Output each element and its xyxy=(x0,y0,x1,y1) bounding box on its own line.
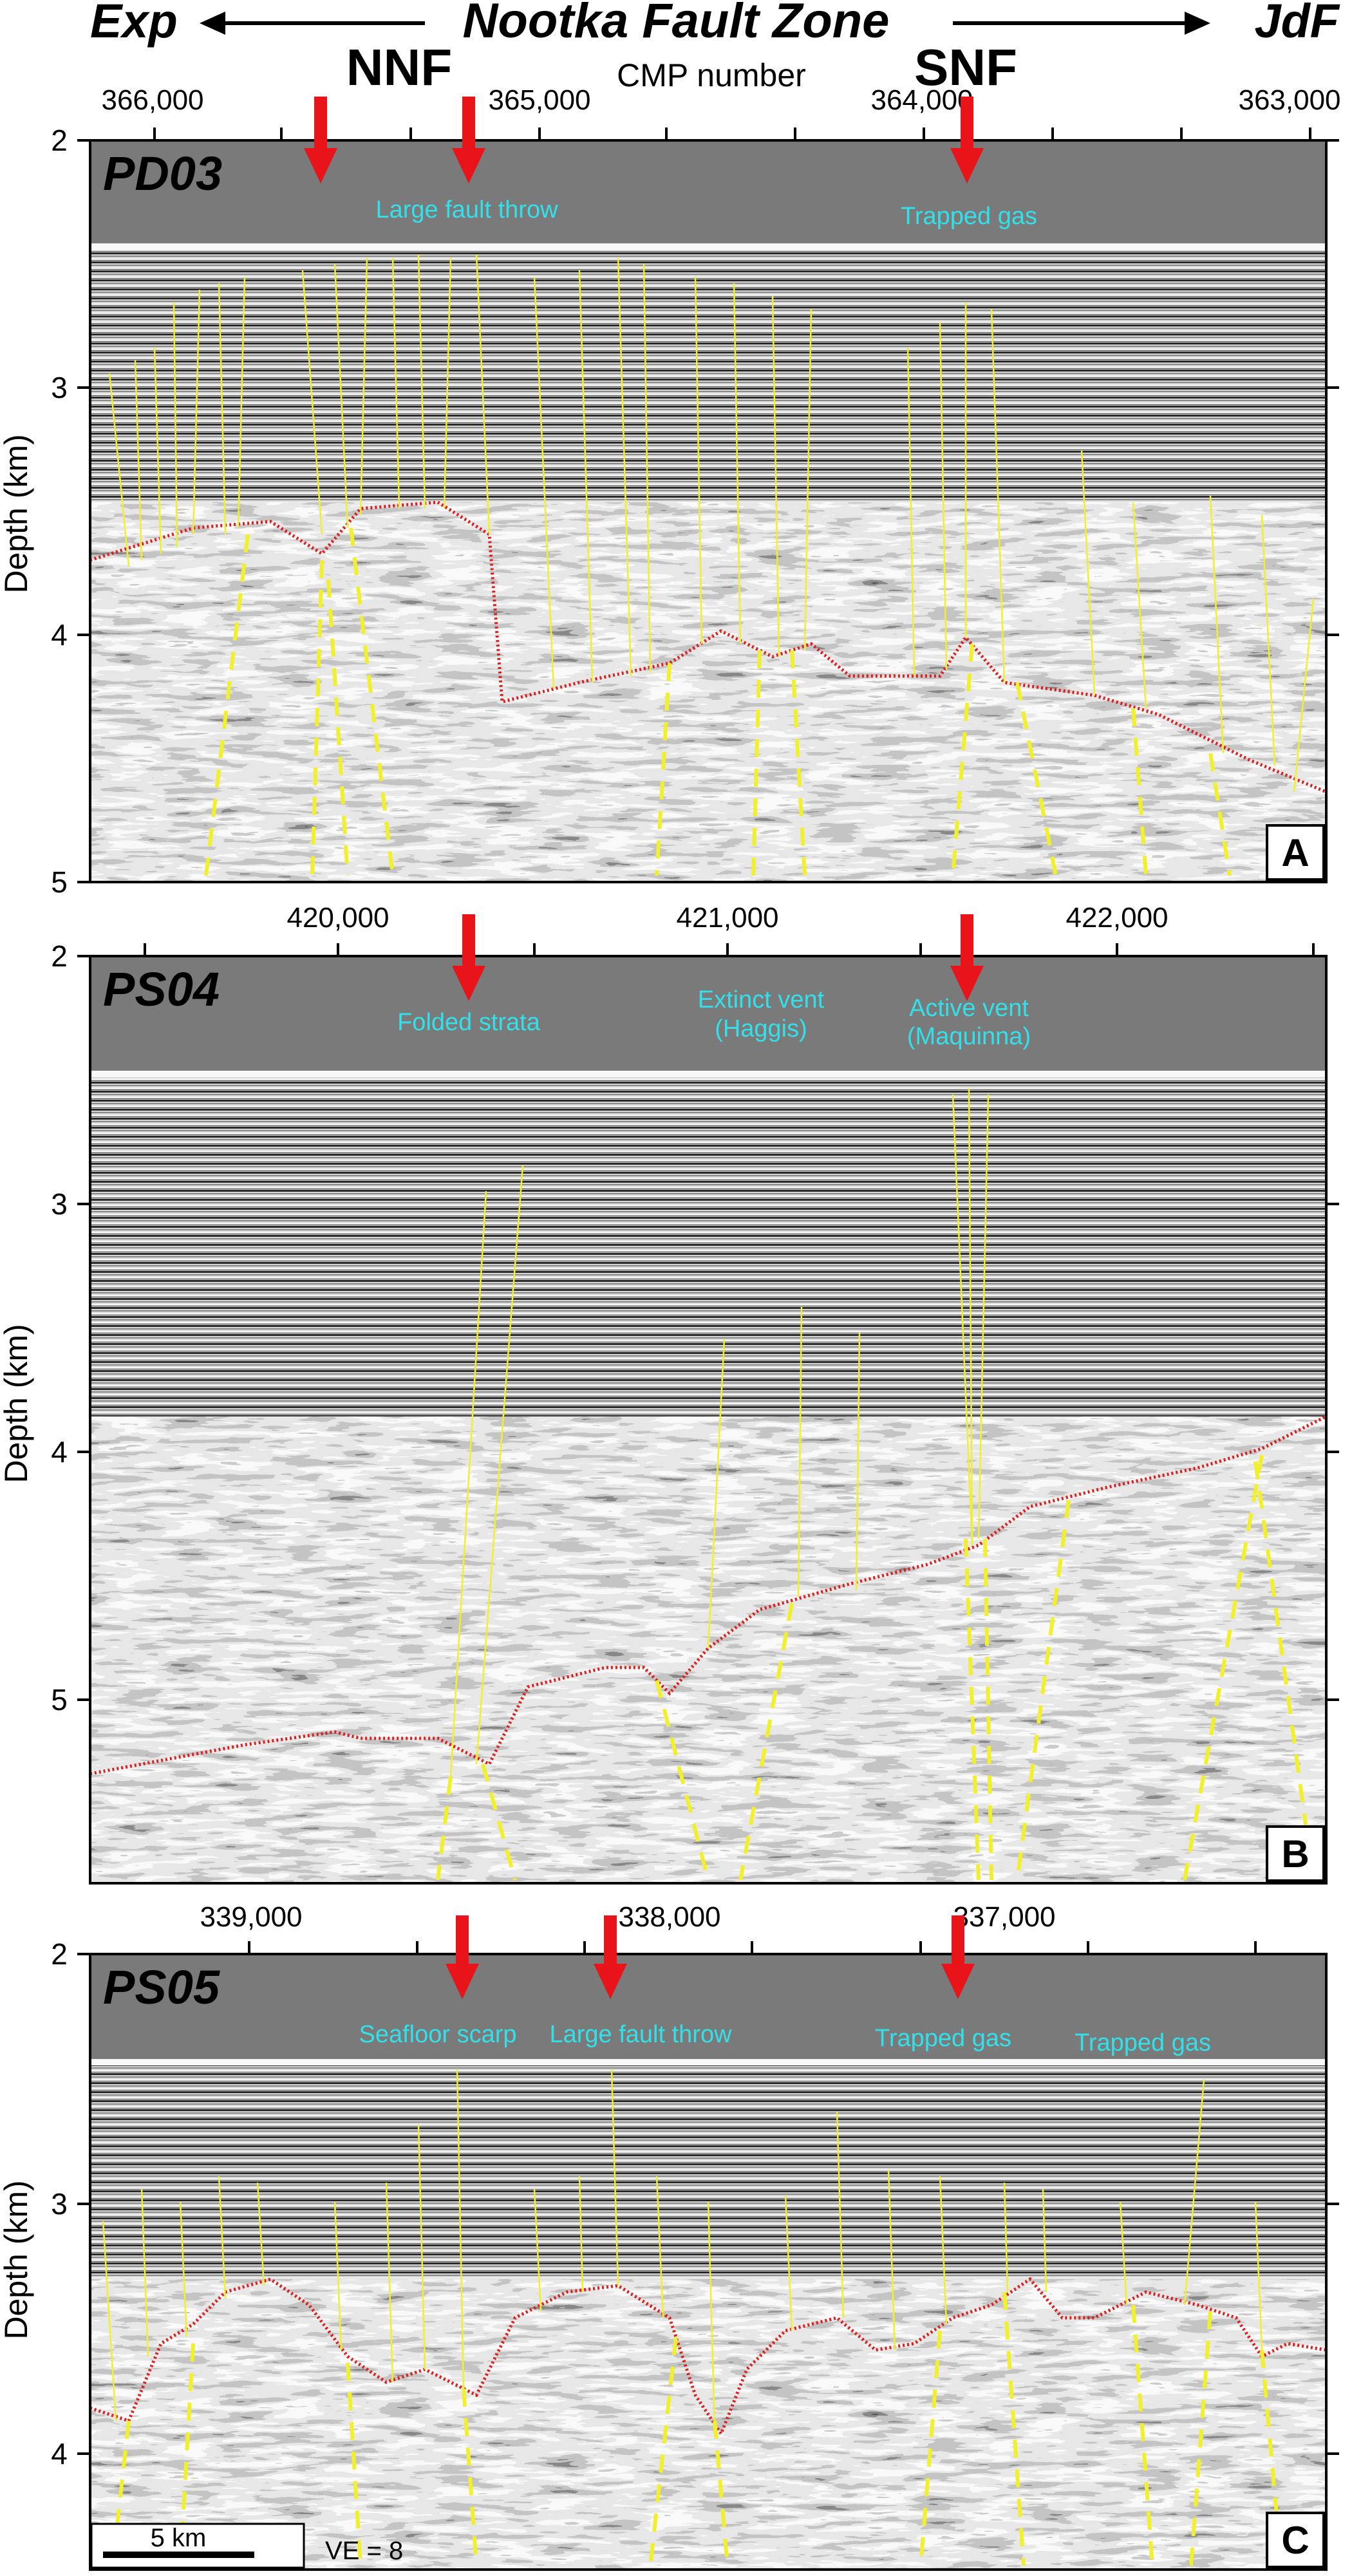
panel-a-basement-texture xyxy=(90,502,1326,882)
depth-tick-label: 3 xyxy=(51,1187,68,1221)
depth-tick-label: 4 xyxy=(51,2437,68,2470)
cmp-number-label: CMP number xyxy=(617,57,806,93)
panel-b: Folded strata Extinct vent (Haggis) Acti… xyxy=(51,902,1339,1885)
jdf-label: JdF xyxy=(1254,0,1340,48)
depth-tick-label: 2 xyxy=(51,1937,68,1971)
annotation-maquinna: (Maquinna) xyxy=(907,1023,1031,1050)
nootka-fault-zone-title: Nootka Fault Zone xyxy=(463,0,890,48)
panel-c-water-column xyxy=(90,1954,1326,2060)
panel-a-red-arrows xyxy=(304,97,984,183)
panel-a-thin-faults xyxy=(108,254,1315,793)
panel-a-seafloor xyxy=(90,243,1326,250)
y-axis-label-a: Depth (km) xyxy=(0,434,34,593)
depth-tick-label: 3 xyxy=(51,2187,68,2221)
scale-bar-label: 5 km xyxy=(151,2524,207,2552)
exp-label: Exp xyxy=(90,0,178,48)
nnf-label: NNF xyxy=(346,39,452,96)
panel-c-red-arrows xyxy=(446,1915,975,1999)
panel-a-letter-box xyxy=(1266,824,1325,881)
panel-c-line-label: PS05 xyxy=(103,1960,221,2014)
annotation-large-fault-throw: Large fault throw xyxy=(375,196,558,223)
cmp-tick-label: 422,000 xyxy=(1066,902,1168,934)
panel-b-water-column xyxy=(90,956,1326,1072)
y-axis-label-b: Depth (km) xyxy=(0,1324,34,1483)
red-arrow-icon xyxy=(446,1915,479,1999)
red-arrow-icon xyxy=(941,1915,975,1999)
panel-b-thin-faults xyxy=(449,1087,990,1778)
annotation-trapped-gas: Trapped gas xyxy=(875,2025,1011,2052)
red-arrow-icon xyxy=(950,97,984,183)
annotation-seafloor-scarp: Seafloor scarp xyxy=(359,2021,516,2048)
annotation-haggis: (Haggis) xyxy=(715,1015,807,1042)
panel-c-letter-box xyxy=(1266,2512,1325,2568)
annotation-trapped-gas: Trapped gas xyxy=(901,203,1037,230)
red-arrow-icon xyxy=(452,914,485,1001)
annotation-trapped-gas: Trapped gas xyxy=(1075,2029,1211,2056)
cmp-tick-label: 365,000 xyxy=(488,84,590,116)
depth-tick-label: 4 xyxy=(51,618,68,652)
panel-b-letter: B xyxy=(1281,1832,1309,1876)
panel-a-cmp-axis xyxy=(153,127,1311,140)
annotation-folded-strata: Folded strata xyxy=(397,1009,541,1036)
cmp-tick-label: 364,000 xyxy=(870,84,973,116)
y-axis-label-c: Depth (km) xyxy=(0,2180,34,2339)
annotation-active-vent: Active vent xyxy=(909,995,1029,1022)
depth-tick-label: 2 xyxy=(51,124,68,157)
cmp-tick-label: 338,000 xyxy=(618,1901,720,1933)
cmp-tick-label: 421,000 xyxy=(676,902,778,934)
panel-b-major-faults xyxy=(436,1454,1315,1881)
panel-b-cmp-axis xyxy=(144,943,1315,956)
panel-c-letter: C xyxy=(1281,2519,1309,2562)
red-arrow-icon xyxy=(304,97,337,183)
cmp-tick-label: 420,000 xyxy=(286,902,389,934)
panel-c-seafloor xyxy=(90,2059,1326,2065)
panel-c-cmp-axis xyxy=(248,1941,1257,1954)
panel-c: Seafloor scarp Large fault throw Trapped… xyxy=(51,1901,1339,2571)
cmp-tick-label: 337,000 xyxy=(953,1901,1055,1933)
right-arrow-head xyxy=(1185,12,1210,35)
panel-a: Large fault throw Trapped gas PD03 A 2 3… xyxy=(51,84,1340,899)
panel-a-major-faults xyxy=(204,527,1232,876)
red-arrow-icon xyxy=(452,97,485,183)
panel-c-basement-horizon xyxy=(89,2277,1327,2438)
annotation-large-fault-throw: Large fault throw xyxy=(549,2021,732,2048)
scale-bar: 5 km VE = 8 xyxy=(90,2523,403,2569)
snf-label: SNF xyxy=(914,39,1017,96)
annotation-extinct-vent: Extinct vent xyxy=(698,986,825,1013)
left-arrow-head xyxy=(200,12,225,35)
red-arrow-icon xyxy=(594,1915,627,1999)
panel-b-seafloor xyxy=(90,1071,1326,1077)
vertical-exaggeration-label: VE = 8 xyxy=(325,2537,403,2565)
red-arrow-icon xyxy=(950,914,984,1001)
cmp-tick-label: 363,000 xyxy=(1238,84,1340,116)
depth-tick-label: 5 xyxy=(51,865,68,899)
panel-c-thin-faults xyxy=(102,2069,1263,2428)
panel-b-depth-axis: 2 3 4 5 xyxy=(51,939,1339,1716)
cmp-tick-label: 339,000 xyxy=(200,1901,302,1933)
panel-a-depth-axis: 2 3 4 5 xyxy=(51,124,1339,899)
panel-a-line-label: PD03 xyxy=(103,147,222,200)
panel-b-letter-box xyxy=(1266,1825,1325,1882)
panel-a-basement-horizon xyxy=(89,500,1327,794)
panel-a-letter: A xyxy=(1281,831,1309,874)
panel-b-line-label: PS04 xyxy=(103,963,220,1016)
depth-tick-label: 2 xyxy=(51,939,68,973)
panel-b-red-arrows xyxy=(452,914,984,1001)
cmp-tick-label: 366,000 xyxy=(101,84,203,116)
panel-c-depth-axis: 2 3 4 xyxy=(51,1937,1339,2470)
figure-header: Exp Nootka Fault Zone JdF NNF SNF CMP nu… xyxy=(90,0,1340,96)
panel-c-basement-texture xyxy=(90,2279,1326,2570)
depth-tick-label: 5 xyxy=(51,1683,68,1716)
panel-a-water-column xyxy=(90,140,1326,245)
depth-tick-label: 3 xyxy=(51,371,68,404)
depth-tick-label: 4 xyxy=(51,1435,68,1469)
